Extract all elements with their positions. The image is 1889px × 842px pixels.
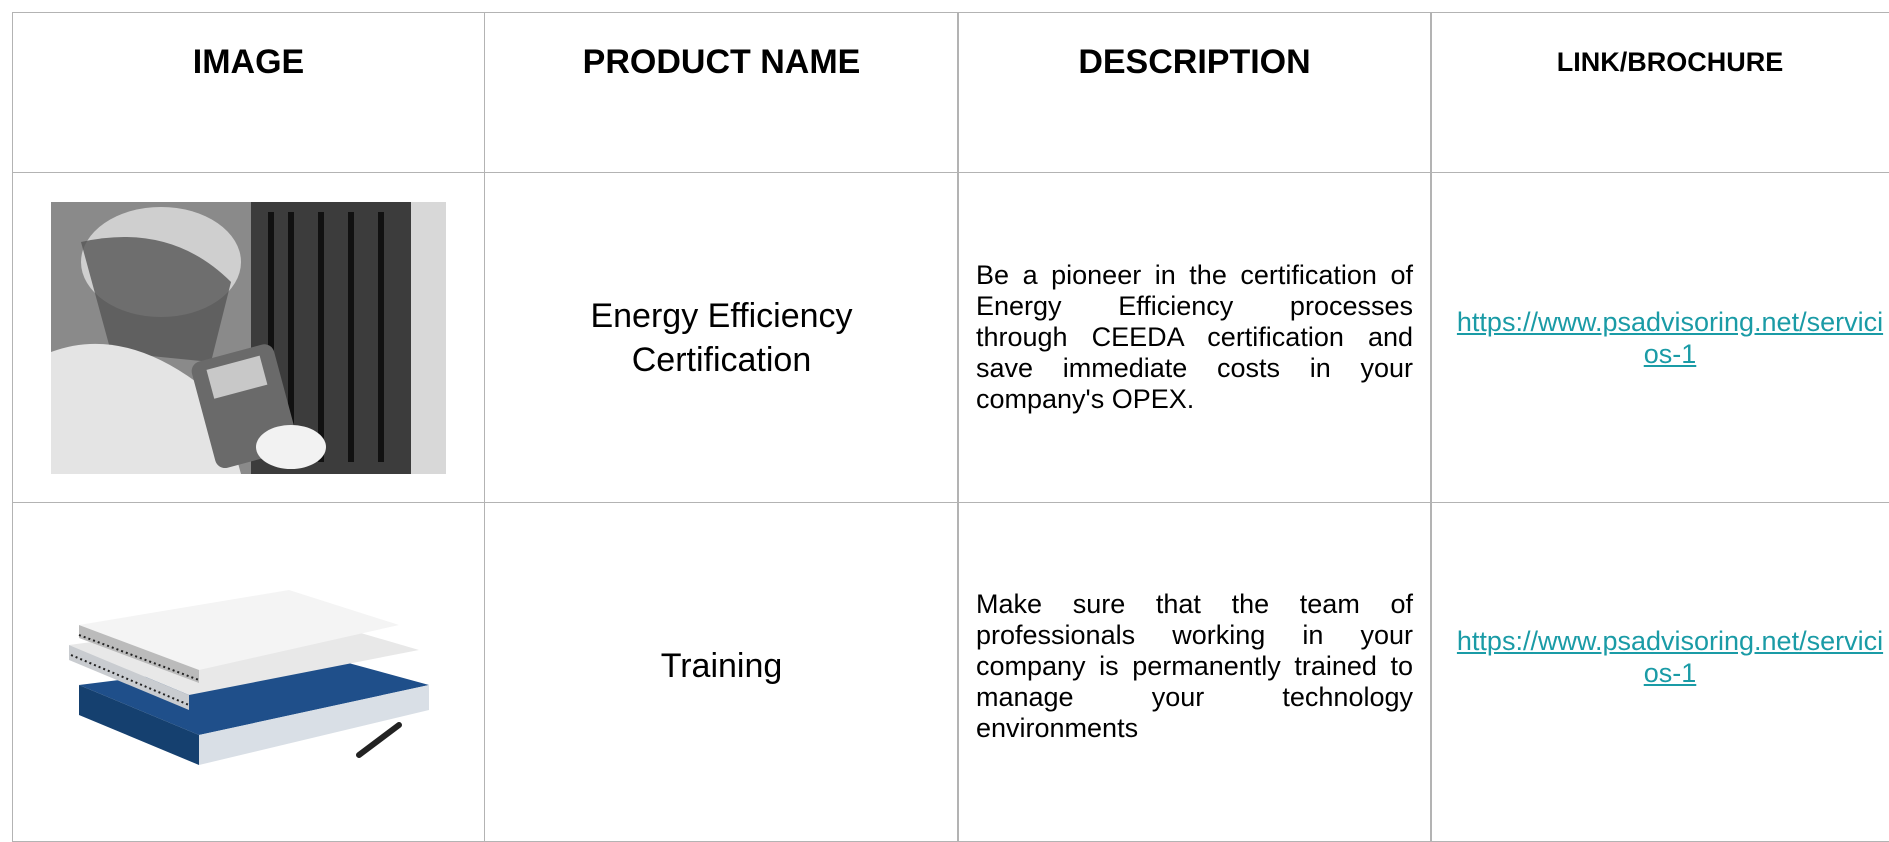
header-text: LINK/BROCHURE: [1556, 47, 1784, 77]
header-cell: DESCRIPTION: [957, 12, 1432, 173]
description-cell: Be a pioneer in the certification of Ene…: [957, 172, 1432, 503]
link-cell: https://www.psadvisoring.net/servicios-1: [1430, 502, 1889, 842]
header-cell: IMAGE: [12, 12, 485, 173]
brochure-link[interactable]: https://www.psadvisoring.net/servicios-1: [1456, 626, 1884, 688]
image-cell: [12, 172, 485, 503]
product-image: [51, 201, 446, 474]
header-text: PRODUCT NAME: [582, 43, 861, 81]
header-text: DESCRIPTION: [1078, 43, 1311, 81]
product-image: [58, 564, 439, 770]
header-text: IMAGE: [192, 43, 305, 81]
product-name: Training: [660, 647, 783, 685]
description-cell: Make sure that the team of professionals…: [957, 502, 1432, 842]
brochure-link[interactable]: https://www.psadvisoring.net/servicios-1: [1456, 306, 1884, 369]
header-cell: PRODUCT NAME: [484, 12, 959, 173]
product-cell: Energy Efficiency Certification: [484, 172, 959, 503]
description: Make sure that the team of professionals…: [976, 588, 1413, 743]
product-name: Energy Efficiency Certification: [590, 296, 853, 379]
description: Be a pioneer in the certification of Ene…: [976, 260, 1413, 414]
image-cell: [12, 502, 485, 842]
header-cell: LINK/BROCHURE: [1430, 12, 1889, 173]
product-cell: Training: [484, 502, 959, 842]
link-cell: https://www.psadvisoring.net/servicios-1: [1430, 172, 1889, 503]
